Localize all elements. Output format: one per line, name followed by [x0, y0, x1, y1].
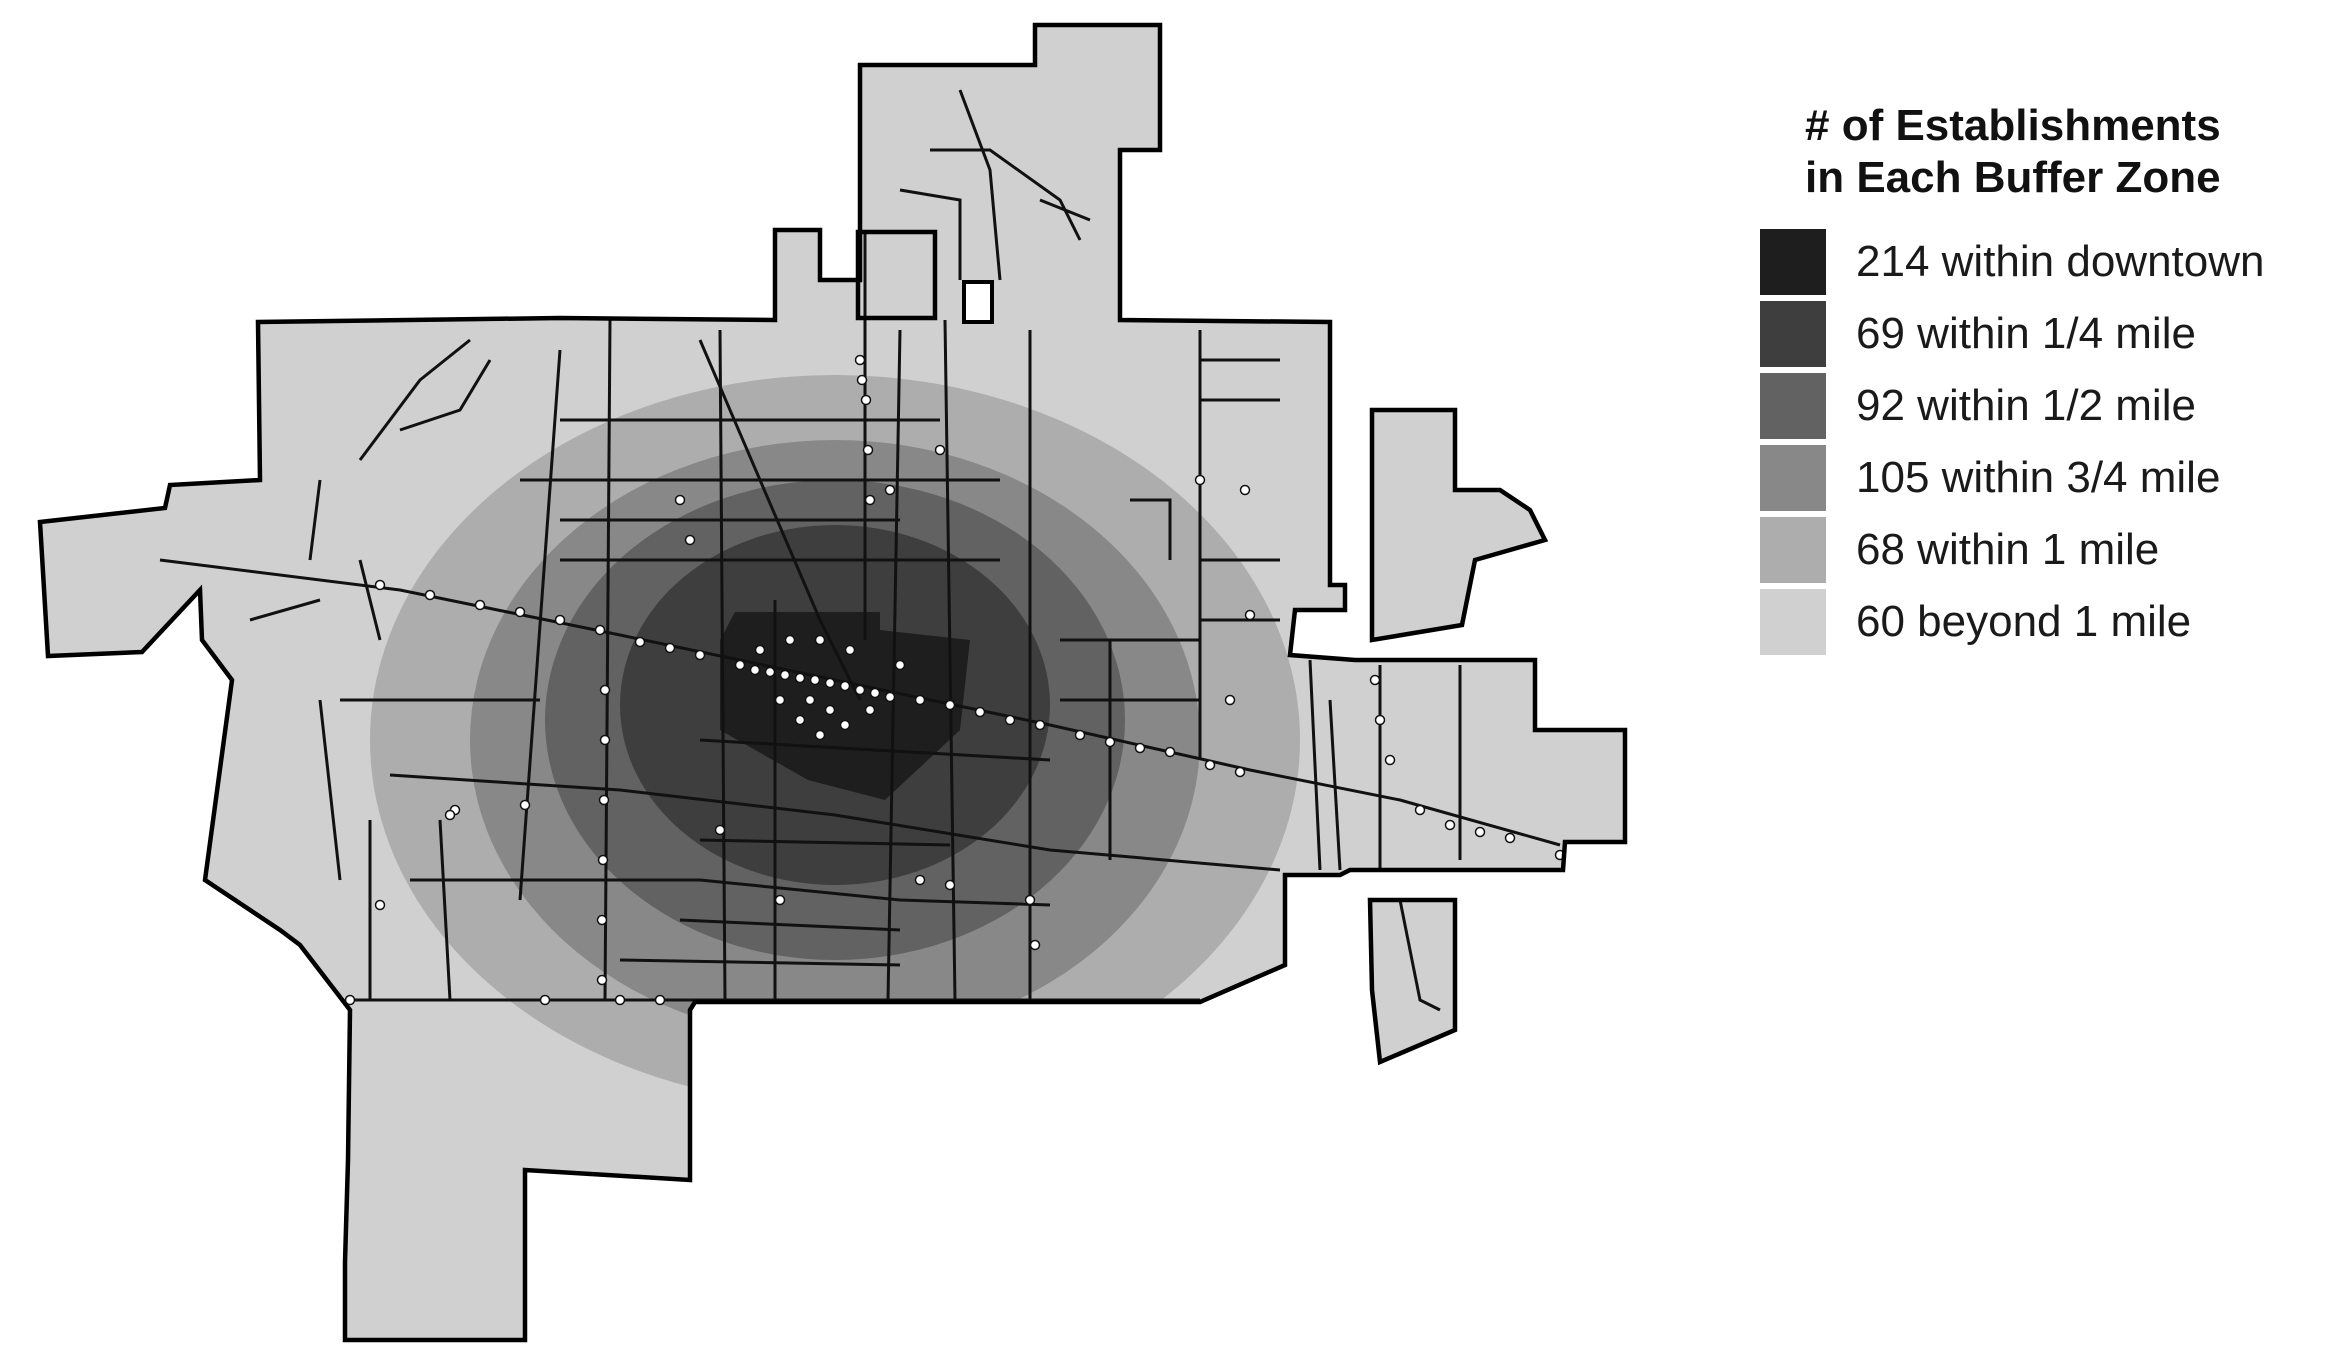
legend-item-beyond-one-mile: 60 beyond 1 mile: [1760, 586, 2330, 658]
legend: # of Establishments in Each Buffer Zone …: [1760, 100, 2330, 658]
legend-title: # of Establishments in Each Buffer Zone: [1805, 100, 2330, 204]
legend-label: 214 within downtown: [1856, 237, 2265, 286]
city-boundary-outline: [37, 22, 1628, 1343]
legend-label: 92 within 1/2 mile: [1856, 381, 2196, 430]
buffer-zones: [370, 375, 1300, 1105]
excluded-parcel: [962, 280, 994, 324]
legend-swatch: [1760, 589, 1826, 655]
legend-item-quarter-mile: 69 within 1/4 mile: [1760, 298, 2330, 370]
legend-label: 60 beyond 1 mile: [1856, 597, 2192, 646]
legend-label: 105 within 3/4 mile: [1856, 453, 2221, 502]
legend-item-three-quarter-mile: 105 within 3/4 mile: [1760, 442, 2330, 514]
legend-swatch: [1760, 229, 1826, 295]
legend-title-line1: # of Establishments: [1805, 101, 2221, 150]
legend-swatch: [1760, 373, 1826, 439]
legend-label: 68 within 1 mile: [1856, 525, 2160, 574]
legend-title-line2: in Each Buffer Zone: [1805, 153, 2221, 202]
legend-item-half-mile: 92 within 1/2 mile: [1760, 370, 2330, 442]
legend-label: 69 within 1/4 mile: [1856, 309, 2196, 358]
legend-item-one-mile: 68 within 1 mile: [1760, 514, 2330, 586]
legend-item-downtown: 214 within downtown: [1760, 226, 2330, 298]
establishment-points: [344, 354, 1566, 1006]
legend-swatch: [1760, 301, 1826, 367]
legend-swatch: [1760, 517, 1826, 583]
legend-swatch: [1760, 445, 1826, 511]
